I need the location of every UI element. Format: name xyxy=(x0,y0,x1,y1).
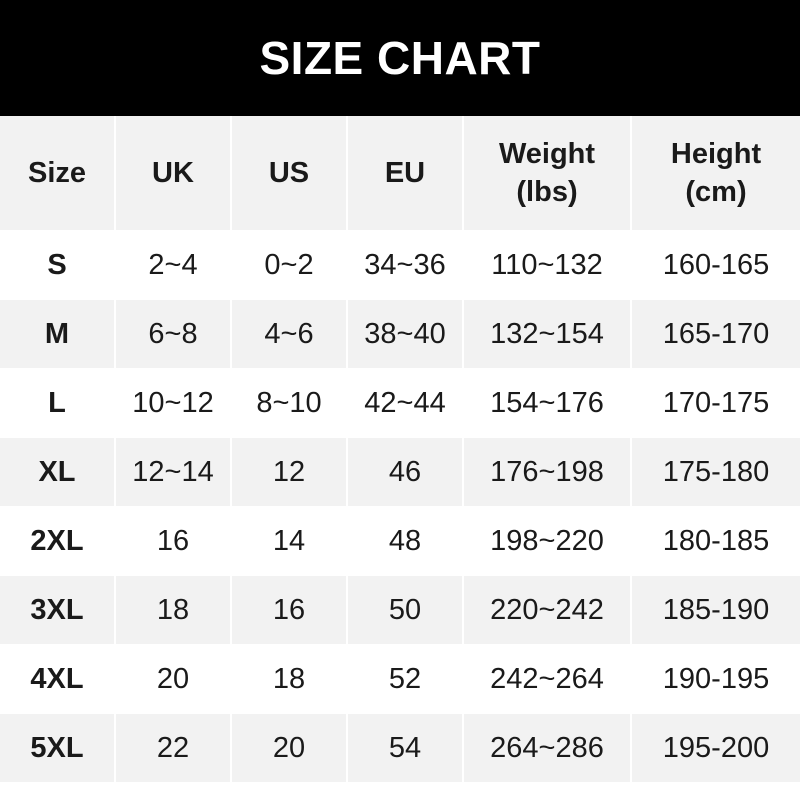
table-row: 5XL 22 20 54 264~286 195-200 xyxy=(0,714,800,783)
size-cell: M xyxy=(0,300,116,369)
table-cell: 165-170 xyxy=(632,300,800,369)
column-header-uk: UK xyxy=(116,116,232,231)
table-cell: 220~242 xyxy=(464,576,632,645)
table-cell: 10~12 xyxy=(116,369,232,438)
table-cell: 46 xyxy=(348,438,464,507)
size-cell: 4XL xyxy=(0,645,116,714)
table-cell: 180-185 xyxy=(632,507,800,576)
table-cell: 48 xyxy=(348,507,464,576)
size-cell: XL xyxy=(0,438,116,507)
column-header-label: US xyxy=(268,157,310,189)
table-cell: 38~40 xyxy=(348,300,464,369)
table-cell: 34~36 xyxy=(348,231,464,300)
table-cell: 16 xyxy=(232,576,348,645)
table-cell: 18 xyxy=(116,576,232,645)
size-cell: 2XL xyxy=(0,507,116,576)
table-cell: 264~286 xyxy=(464,714,632,783)
column-header-label: UK xyxy=(152,157,194,189)
column-header-label: Size xyxy=(27,157,87,189)
column-header-eu: EU xyxy=(348,116,464,231)
table-row: 2XL 16 14 48 198~220 180-185 xyxy=(0,507,800,576)
table-cell: 132~154 xyxy=(464,300,632,369)
table-cell: 52 xyxy=(348,645,464,714)
column-header-label: EU xyxy=(384,157,426,189)
table-cell: 175-180 xyxy=(632,438,800,507)
size-cell: 5XL xyxy=(0,714,116,783)
table-cell: 154~176 xyxy=(464,369,632,438)
table-cell: 18 xyxy=(232,645,348,714)
table-cell: 242~264 xyxy=(464,645,632,714)
table-cell: 160-165 xyxy=(632,231,800,300)
table-cell: 22 xyxy=(116,714,232,783)
table-cell: 16 xyxy=(116,507,232,576)
table-cell: 12~14 xyxy=(116,438,232,507)
table-cell: 8~10 xyxy=(232,369,348,438)
table-row: S 2~4 0~2 34~36 110~132 160-165 xyxy=(0,231,800,300)
page-title: SIZE CHART xyxy=(259,32,541,84)
table-cell: 54 xyxy=(348,714,464,783)
column-header-height: Height (cm) xyxy=(632,116,800,231)
table-cell: 6~8 xyxy=(116,300,232,369)
title-banner: SIZE CHART xyxy=(0,0,800,116)
column-header-unit: (lbs) xyxy=(516,176,578,208)
table-cell: 0~2 xyxy=(232,231,348,300)
size-cell: L xyxy=(0,369,116,438)
table-row: M 6~8 4~6 38~40 132~154 165-170 xyxy=(0,300,800,369)
table-body: S 2~4 0~2 34~36 110~132 160-165 M 6~8 4~6 38~40 13… xyxy=(0,231,800,783)
table-row: L 10~12 8~10 42~44 154~176 170-175 xyxy=(0,369,800,438)
table-row: XL 12~14 12 46 176~198 175-180 xyxy=(0,438,800,507)
column-header-weight: Weight (lbs) xyxy=(464,116,632,231)
table-cell: 198~220 xyxy=(464,507,632,576)
column-header-unit: (cm) xyxy=(685,176,747,208)
table-cell: 185-190 xyxy=(632,576,800,645)
table-cell: 176~198 xyxy=(464,438,632,507)
table-cell: 4~6 xyxy=(232,300,348,369)
table-row: 4XL 20 18 52 242~264 190-195 xyxy=(0,645,800,714)
table-cell: 170-175 xyxy=(632,369,800,438)
table-cell: 2~4 xyxy=(116,231,232,300)
table-cell: 190-195 xyxy=(632,645,800,714)
table-row: 3XL 18 16 50 220~242 185-190 xyxy=(0,576,800,645)
column-header-label: Height xyxy=(670,138,762,170)
size-cell: S xyxy=(0,231,116,300)
table-cell: 42~44 xyxy=(348,369,464,438)
column-header-us: US xyxy=(232,116,348,231)
table-cell: 50 xyxy=(348,576,464,645)
table-cell: 20 xyxy=(232,714,348,783)
table-cell: 20 xyxy=(116,645,232,714)
table-cell: 12 xyxy=(232,438,348,507)
table-cell: 195-200 xyxy=(632,714,800,783)
table-cell: 14 xyxy=(232,507,348,576)
table-cell: 110~132 xyxy=(464,231,632,300)
size-chart-table: Size UK US EU Weight (lbs) Height (cm) S 2~4 0~2 3… xyxy=(0,116,800,783)
size-cell: 3XL xyxy=(0,576,116,645)
header-row: Size UK US EU Weight (lbs) Height (cm) xyxy=(0,116,800,231)
column-header-size: Size xyxy=(0,116,116,231)
column-header-label: Weight xyxy=(498,138,596,170)
